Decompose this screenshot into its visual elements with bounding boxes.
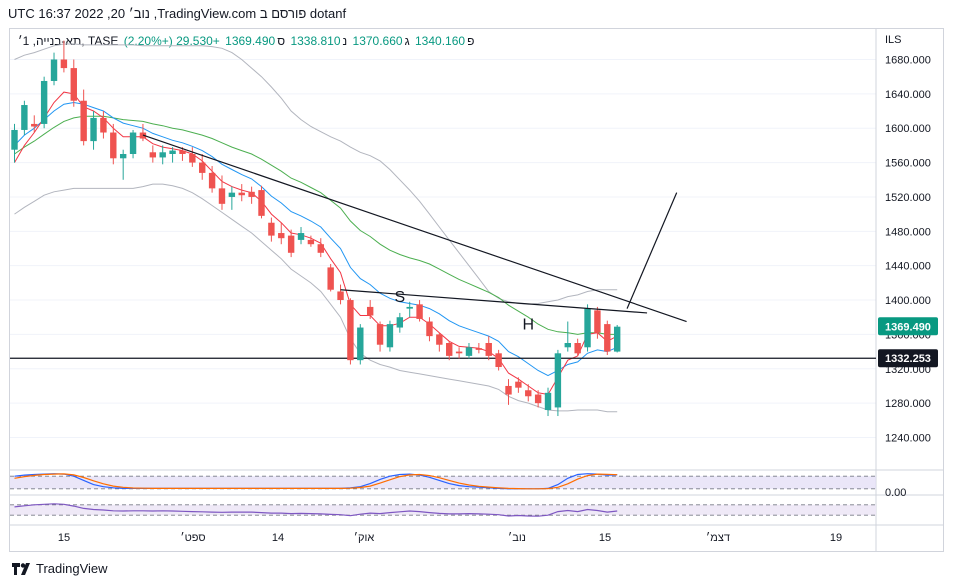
symbol-label[interactable]: תא-בנייה, 1׳, TASE	[18, 34, 119, 48]
open-label: פ	[467, 34, 475, 48]
open-value: 1340.160	[415, 34, 466, 48]
chart-frame[interactable]	[9, 28, 944, 552]
tradingview-logo-icon	[12, 562, 30, 575]
low-label: נ	[342, 34, 348, 48]
high-label: ג	[404, 34, 410, 48]
tradingview-logo[interactable]: TradingView	[12, 561, 108, 576]
close-label: ס	[277, 34, 286, 48]
high-value: 1370.660	[352, 34, 403, 48]
tradingview-brand: TradingView	[36, 561, 108, 576]
low-value: 1338.810	[290, 34, 341, 48]
change-value: +29.530 (+2.20%)	[123, 34, 220, 48]
ohlc-legend: תא-בנייה, 1׳, TASE פ1340.160 ג1370.660 נ…	[18, 34, 476, 48]
close-value: 1369.490	[225, 34, 276, 48]
page-title: dotanf פורסם ב TradingView.com, נוב׳ 20,…	[8, 6, 347, 21]
